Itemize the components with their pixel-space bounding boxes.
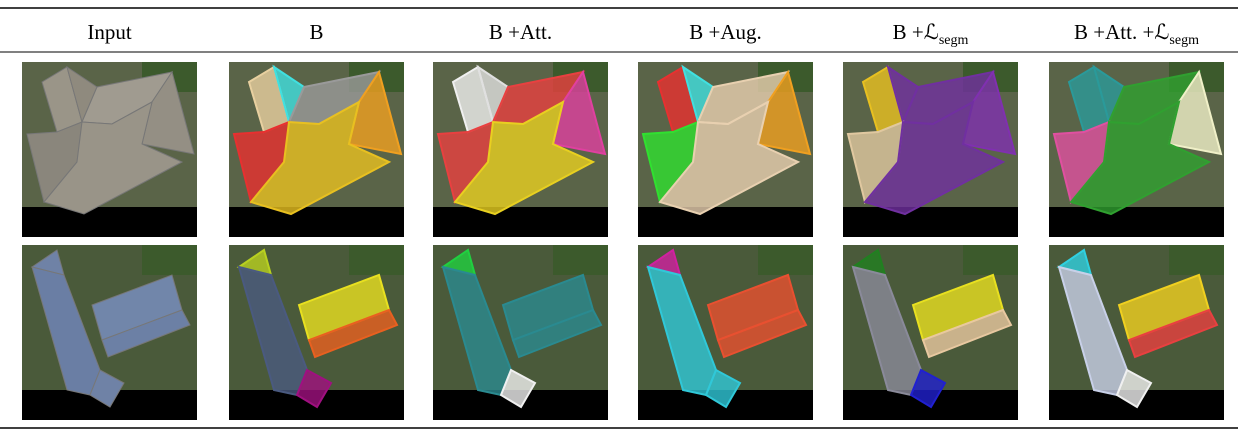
roof-facet	[249, 100, 392, 216]
roof-facet	[716, 308, 808, 359]
roof-facet	[1069, 100, 1212, 216]
column-header: B +Att. +ℒsegm	[1074, 20, 1199, 48]
roof-facet	[295, 368, 333, 409]
roof-facet	[658, 100, 801, 216]
roof-facet	[1127, 308, 1219, 359]
image-foliage	[142, 245, 197, 275]
roof-facet	[43, 101, 184, 215]
column-label: B +Att.	[489, 20, 552, 44]
image-foliage	[758, 245, 813, 275]
roof-facet	[909, 368, 947, 409]
image-foliage	[349, 245, 404, 275]
image-foliage	[1169, 245, 1224, 275]
roof-facet	[499, 368, 537, 409]
image-padding	[433, 207, 608, 237]
image-padding	[843, 207, 1018, 237]
cell-image	[22, 62, 197, 237]
cell-image	[229, 62, 404, 237]
roof-facet	[307, 308, 399, 359]
cell-image	[843, 245, 1018, 420]
roof-facet	[921, 308, 1013, 359]
cell-image	[638, 245, 813, 420]
cell-image	[433, 62, 608, 237]
image-foliage	[553, 245, 608, 275]
roof-facet	[453, 100, 596, 216]
column-label: B	[309, 20, 323, 44]
image-padding	[22, 207, 197, 237]
image-padding	[229, 207, 404, 237]
roof-facet	[863, 100, 1006, 216]
roof-facet	[89, 369, 125, 408]
image-padding	[638, 207, 813, 237]
column-label: B +Aug.	[689, 20, 762, 44]
image-padding	[1049, 207, 1224, 237]
cell-image	[843, 62, 1018, 237]
cell-image	[1049, 245, 1224, 420]
cell-image	[433, 245, 608, 420]
column-label: B +ℒ	[893, 20, 939, 44]
column-header: B +Att.	[489, 20, 552, 44]
roof-facet	[704, 368, 742, 409]
cell-image	[229, 245, 404, 420]
column-label: B +Att. +ℒ	[1074, 20, 1169, 44]
cell-image	[22, 245, 197, 420]
column-header: B +ℒsegm	[893, 20, 969, 48]
cell-image	[1049, 62, 1224, 237]
column-header: B	[309, 20, 323, 44]
column-label: Input	[87, 20, 131, 44]
column-header: Input	[87, 20, 131, 44]
image-foliage	[963, 245, 1018, 275]
column-subscript: segm	[939, 33, 969, 48]
cell-image	[638, 62, 813, 237]
column-header: B +Aug.	[689, 20, 762, 44]
roof-facet	[101, 309, 191, 358]
column-subscript: segm	[1169, 33, 1199, 48]
roof-facet	[511, 308, 603, 359]
roof-facet	[1115, 368, 1153, 409]
